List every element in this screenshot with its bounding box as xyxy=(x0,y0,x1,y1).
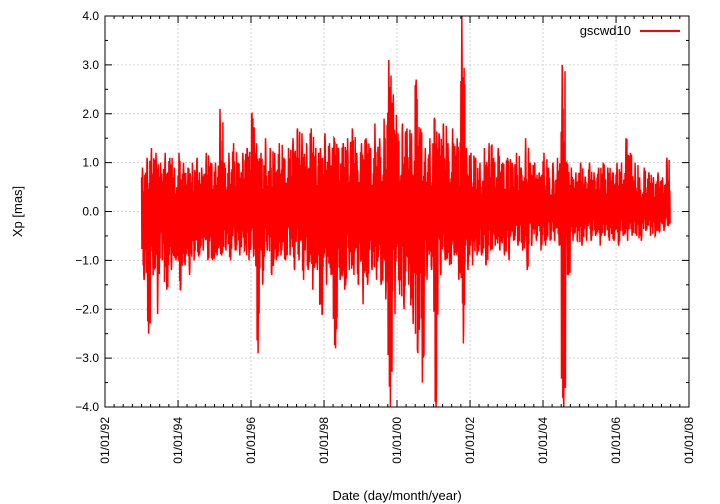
y-tick-label: 4.0 xyxy=(82,9,99,23)
y-tick-label: 2.0 xyxy=(82,107,99,121)
y-tick-label: −2.0 xyxy=(75,302,99,316)
y-tick-label: −1.0 xyxy=(75,253,99,267)
x-tick-label: 01/01/02 xyxy=(463,417,477,464)
x-tick-label: 01/01/92 xyxy=(98,417,112,464)
x-axis-label: Date (day/month/year) xyxy=(332,488,461,503)
y-tick-label: 0.0 xyxy=(82,205,99,219)
series-line-gscwd10 xyxy=(140,16,671,407)
y-tick-label: −4.0 xyxy=(75,400,99,414)
x-axis-tick-labels: 01/01/92 01/01/94 01/01/96 01/01/98 01/01/00… xyxy=(98,417,696,464)
x-tick-label: 01/01/00 xyxy=(390,417,404,464)
y-tick-label: 1.0 xyxy=(82,156,99,170)
x-tick-label: 01/01/94 xyxy=(171,417,185,464)
x-tick-label: 01/01/96 xyxy=(244,417,258,464)
legend-label: gscwd10 xyxy=(580,23,631,38)
y-axis-tick-labels: −4.0 −3.0 −2.0 −1.0 0.0 1.0 2.0 3.0 4.0 xyxy=(75,9,99,414)
x-tick-label: 01/01/06 xyxy=(609,417,623,464)
plot-area xyxy=(140,16,671,407)
y-tick-label: −3.0 xyxy=(75,351,99,365)
x-tick-label: 01/01/08 xyxy=(682,417,696,464)
axis-ticks xyxy=(104,15,690,408)
y-tick-label: 3.0 xyxy=(82,58,99,72)
x-tick-label: 01/01/04 xyxy=(536,417,550,464)
y-axis-label: Xp [mas] xyxy=(10,186,25,237)
x-tick-label: 01/01/98 xyxy=(317,417,331,464)
legend: gscwd10 xyxy=(580,23,680,38)
